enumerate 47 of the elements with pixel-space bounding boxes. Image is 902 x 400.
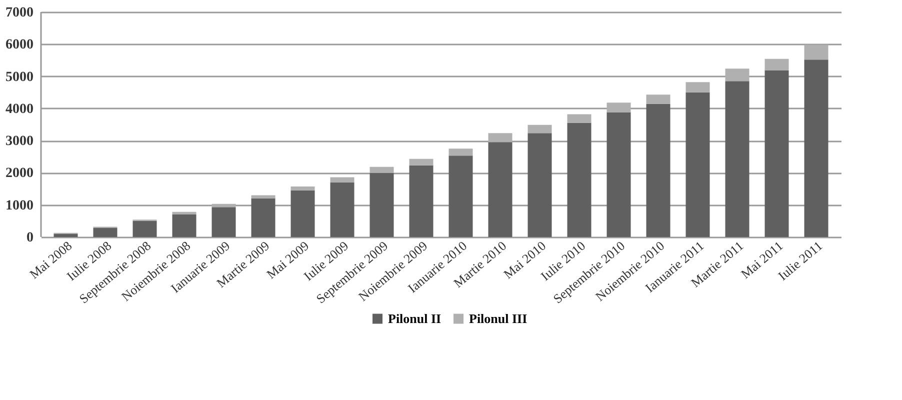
bar	[488, 142, 512, 237]
bar	[646, 104, 670, 237]
bar	[804, 44, 828, 60]
y-tick-label: 1000	[6, 198, 34, 214]
bar	[172, 214, 196, 237]
bar	[528, 133, 552, 237]
bar	[132, 220, 157, 237]
bar	[370, 173, 394, 237]
y-tick-label: 0	[26, 230, 34, 246]
bar	[606, 102, 631, 112]
bar	[409, 165, 434, 237]
y-tick-label: 3000	[6, 134, 34, 150]
bar	[567, 114, 592, 123]
legend-label: Pilonul II	[388, 310, 442, 326]
bar	[764, 70, 789, 237]
bar	[212, 204, 236, 208]
bar	[448, 148, 473, 156]
bar	[686, 92, 710, 237]
bar	[409, 158, 434, 166]
bar	[290, 190, 315, 237]
bar	[606, 112, 631, 237]
legend-label: Pilonul III	[469, 310, 528, 326]
bar	[448, 156, 473, 237]
bar	[212, 207, 236, 237]
bar	[251, 198, 276, 237]
bar	[725, 68, 750, 82]
y-tick-label: 5000	[6, 70, 34, 85]
y-tick-label: 6000	[6, 38, 34, 53]
y-tick-label: 2000	[6, 166, 34, 182]
bar	[764, 58, 789, 70]
bar	[804, 60, 828, 237]
bar	[686, 82, 710, 92]
bar	[646, 94, 670, 104]
y-tick-label: 4000	[6, 102, 34, 117]
bar	[725, 81, 750, 237]
bar	[488, 133, 512, 142]
bar	[528, 124, 552, 134]
bar	[290, 186, 315, 190]
bar	[93, 228, 118, 237]
bar	[172, 212, 196, 214]
bar	[330, 182, 354, 237]
bar	[54, 234, 78, 237]
bar	[567, 122, 592, 237]
y-tick-label: 7000	[6, 6, 34, 20]
bar	[251, 195, 276, 198]
bar	[370, 166, 394, 174]
bar	[330, 177, 354, 182]
